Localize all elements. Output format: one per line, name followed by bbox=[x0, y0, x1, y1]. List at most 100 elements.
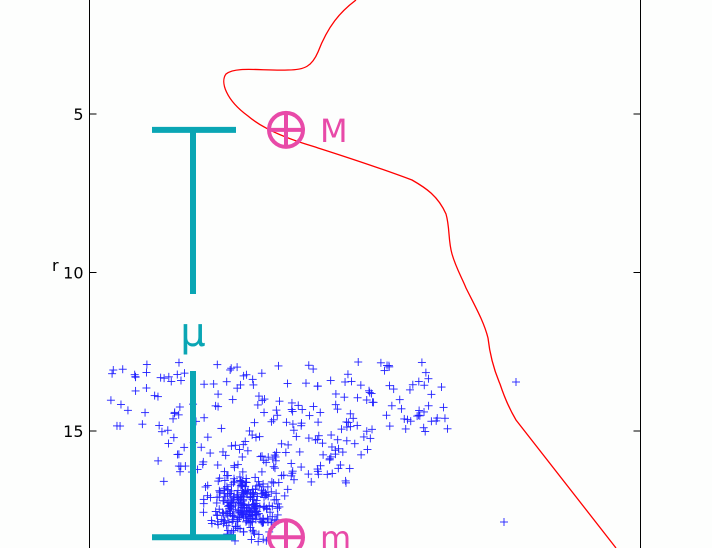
star-point bbox=[271, 456, 280, 465]
star-point bbox=[280, 491, 289, 500]
star-point bbox=[225, 507, 234, 516]
star-point bbox=[439, 403, 448, 412]
star-point bbox=[383, 361, 392, 370]
star-point bbox=[279, 471, 288, 480]
star-point bbox=[123, 406, 132, 415]
star-point bbox=[387, 401, 396, 410]
star-point bbox=[405, 385, 414, 394]
star-point bbox=[267, 477, 276, 486]
star-point bbox=[305, 411, 314, 420]
star-point bbox=[283, 379, 292, 388]
star-point bbox=[354, 358, 363, 367]
star-point bbox=[414, 377, 423, 386]
star-point bbox=[326, 376, 335, 385]
star-point bbox=[249, 490, 258, 499]
star-point bbox=[160, 374, 169, 383]
star-point bbox=[173, 450, 182, 459]
star-point bbox=[440, 414, 449, 423]
star-point bbox=[316, 408, 325, 417]
star-point bbox=[262, 458, 271, 467]
star-point bbox=[395, 395, 404, 404]
star-point bbox=[241, 437, 250, 446]
star-point bbox=[228, 395, 237, 404]
star-point bbox=[427, 390, 436, 399]
star-point bbox=[249, 527, 258, 536]
star-point bbox=[231, 441, 240, 450]
star-point bbox=[229, 478, 238, 487]
star-point bbox=[246, 507, 255, 516]
star-point bbox=[331, 446, 340, 455]
star-point bbox=[242, 474, 251, 483]
star-point bbox=[273, 504, 282, 513]
y-tick-label-0: 5 bbox=[73, 105, 83, 124]
star-point bbox=[222, 377, 231, 386]
star-point bbox=[267, 487, 276, 496]
star-point bbox=[288, 469, 297, 478]
star-point bbox=[316, 461, 325, 470]
star-point bbox=[326, 452, 335, 461]
star-point bbox=[252, 510, 261, 519]
star-point bbox=[283, 485, 292, 494]
apparent-magnitude-marker: m bbox=[267, 518, 351, 548]
star-point bbox=[220, 467, 229, 476]
star-point bbox=[357, 450, 366, 459]
star-point bbox=[251, 515, 260, 524]
star-point bbox=[314, 418, 323, 427]
star-point bbox=[292, 432, 301, 441]
star-point bbox=[314, 431, 323, 440]
star-point bbox=[153, 392, 162, 401]
distance-modulus-bar: μ bbox=[152, 126, 236, 541]
star-point bbox=[237, 479, 246, 488]
marker-m-label: m bbox=[320, 519, 351, 548]
star-point bbox=[413, 412, 422, 421]
star-point bbox=[255, 432, 264, 441]
star-point bbox=[403, 415, 412, 424]
star-point bbox=[268, 512, 277, 521]
star-point bbox=[309, 402, 318, 411]
star-point bbox=[345, 464, 354, 473]
star-point bbox=[235, 472, 244, 481]
star-point bbox=[359, 432, 368, 441]
star-point bbox=[275, 397, 284, 406]
star-point bbox=[227, 503, 236, 512]
star-point bbox=[169, 414, 178, 423]
star-point bbox=[109, 366, 118, 375]
star-point bbox=[382, 411, 391, 420]
star-point bbox=[397, 404, 406, 413]
star-point bbox=[258, 518, 267, 527]
star-point bbox=[309, 365, 318, 374]
star-point bbox=[368, 425, 377, 434]
star-point bbox=[155, 421, 164, 430]
star-point bbox=[277, 439, 286, 448]
star-point bbox=[353, 393, 362, 402]
star-point bbox=[263, 515, 272, 524]
star-point bbox=[207, 519, 216, 528]
y-tick-label-2: 15 bbox=[63, 422, 83, 441]
star-point bbox=[247, 535, 256, 544]
star-point bbox=[203, 491, 212, 500]
star-point bbox=[203, 481, 212, 490]
star-point bbox=[350, 439, 359, 448]
star-point bbox=[224, 498, 233, 507]
star-point bbox=[221, 451, 230, 460]
star-point bbox=[273, 411, 282, 420]
star-point bbox=[233, 486, 242, 495]
star-point bbox=[229, 505, 238, 514]
star-point bbox=[257, 369, 266, 378]
star-point bbox=[259, 482, 268, 491]
star-point bbox=[239, 440, 248, 449]
star-point bbox=[211, 507, 220, 516]
star-point bbox=[362, 395, 371, 404]
star-point bbox=[220, 516, 229, 525]
star-point bbox=[415, 406, 424, 415]
star-point bbox=[238, 452, 247, 461]
star-point bbox=[203, 433, 212, 442]
star-point bbox=[334, 444, 343, 453]
star-point bbox=[250, 502, 259, 511]
star-point bbox=[269, 462, 278, 471]
star-point bbox=[333, 405, 342, 414]
star-point bbox=[234, 495, 243, 504]
star-point bbox=[417, 358, 426, 367]
star-point bbox=[220, 476, 229, 485]
star-point bbox=[363, 445, 372, 454]
